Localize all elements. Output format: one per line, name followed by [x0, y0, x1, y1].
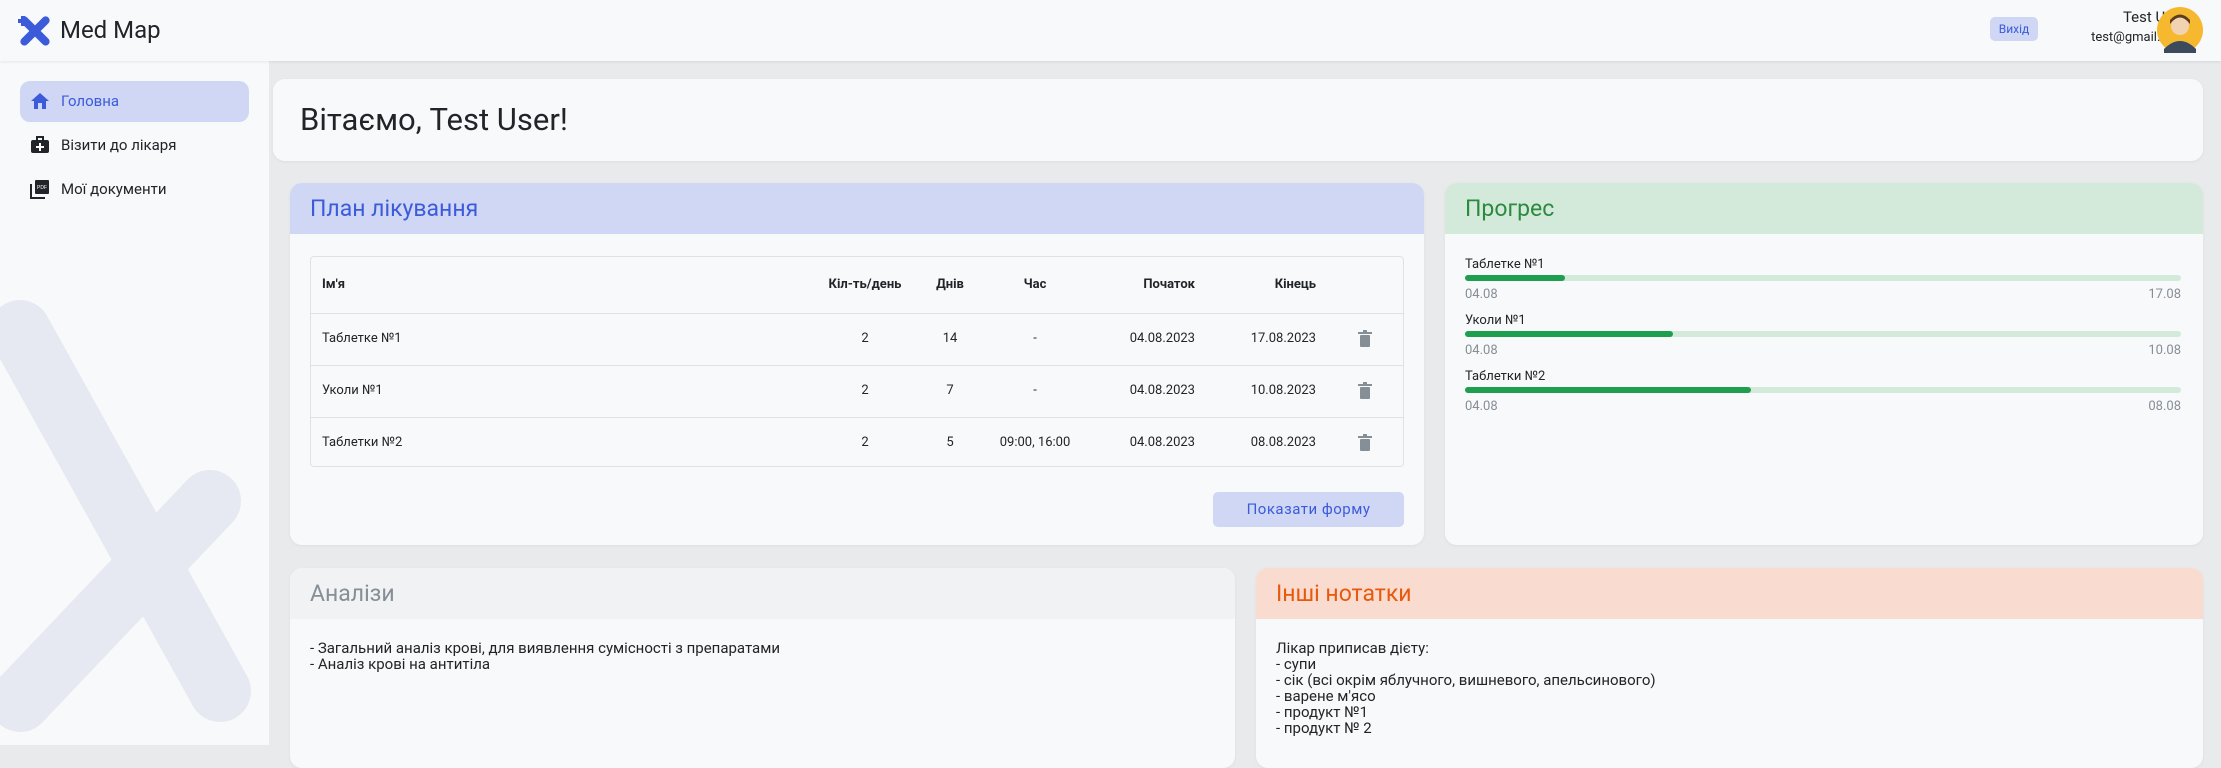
card-title: Прогрес [1465, 195, 1555, 222]
column-header: Кіл-ть/день [828, 277, 902, 292]
card-header: План лікування [290, 183, 1424, 234]
avatar[interactable] [2157, 7, 2203, 53]
table-cell: 04.08.2023 [1129, 383, 1195, 398]
nav-label: Мої документи [61, 180, 167, 198]
card-title: План лікування [310, 195, 479, 222]
table-cell: 17.08.2023 [1250, 331, 1316, 346]
table-cell: 2 [861, 331, 869, 346]
table-cell: Уколи №1 [322, 383, 383, 398]
column-header: Ім'я [322, 277, 346, 292]
nav-item[interactable]: PDF Мої документи [20, 169, 249, 210]
notes-card: Інші нотатки Лікар приписав дієту: - супи… [1256, 568, 2203, 768]
logout-button[interactable]: Вихід [1990, 17, 2038, 41]
table-cell: 5 [946, 435, 954, 450]
note-line: - сік (всі окрім яблучного, вишневого, а… [1276, 671, 1656, 689]
progress-end: 08.08 [2148, 399, 2181, 414]
column-header: Кінець [1274, 277, 1316, 292]
top-bar: Med Map Вихід Test User test@gmail.com [0, 0, 2221, 61]
welcome-title: Вітаємо, Test User! [300, 101, 568, 138]
table-cell: 09:00, 16:00 [999, 435, 1071, 450]
progress-start: 04.08 [1465, 399, 1498, 414]
progress-end: 17.08 [2148, 287, 2181, 302]
note-line: - продукт №1 [1276, 703, 1369, 721]
progress-fill [1465, 387, 1752, 393]
analyses-card: Аналізи - Загальний аналіз крові, для ви… [290, 568, 1235, 768]
note-line: - супи [1276, 655, 1317, 673]
card-header: Інші нотатки [1256, 568, 2203, 619]
progress-card: Прогрес Таблетке №1 04.08 17.08 Уколи №1 04.… [1445, 183, 2203, 545]
progress-start: 04.08 [1465, 287, 1498, 302]
note-line: Лікар приписав дієту: [1276, 639, 1429, 657]
delete-icon[interactable] [1355, 381, 1375, 401]
table-cell: - [1033, 331, 1037, 346]
welcome-card: Вітаємо, Test User! [273, 79, 2203, 161]
table-cell: 04.08.2023 [1129, 435, 1195, 450]
table-cell: 2 [861, 435, 869, 450]
column-header: Днів [936, 277, 964, 292]
progress-track [1465, 275, 2181, 281]
sidebar: Головна Візити до лікаря PDF Мої документи [0, 61, 269, 745]
table-cell: Таблетке №1 [322, 331, 402, 346]
row-divider [311, 417, 1403, 418]
column-header: Початок [1143, 277, 1195, 292]
table-cell: - [1033, 383, 1037, 398]
nav-label: Головна [61, 92, 120, 110]
table-cell: 10.08.2023 [1250, 383, 1316, 398]
progress-name: Уколи №1 [1465, 313, 1526, 328]
nav-icon: PDF [30, 180, 49, 199]
plan-card: План лікування Ім'я Кіл-ть/день Днів Час Поч… [290, 183, 1424, 545]
progress-fill [1465, 331, 1673, 337]
nav-icon [31, 136, 49, 153]
nav-label: Візити до лікаря [61, 136, 177, 154]
note-line: - Аналіз крові на антитіла [310, 655, 491, 673]
table-cell: 04.08.2023 [1129, 331, 1195, 346]
table-cell: 7 [946, 383, 954, 398]
show-form-button[interactable]: Показати форму [1213, 492, 1404, 527]
logo-icon [18, 16, 50, 46]
progress-name: Таблетке №1 [1465, 257, 1545, 272]
progress-end: 10.08 [2148, 343, 2181, 358]
card-title: Інші нотатки [1276, 580, 1412, 607]
nav-item[interactable]: Головна [20, 81, 249, 122]
row-divider [311, 313, 1403, 314]
row-divider [311, 365, 1403, 366]
note-line: - Загальний аналіз крові, для виявлення … [310, 639, 781, 657]
nav-icon [31, 93, 49, 109]
progress-start: 04.08 [1465, 343, 1498, 358]
column-header: Час [1023, 277, 1047, 292]
progress-track [1465, 331, 2181, 337]
progress-name: Таблетки №2 [1465, 369, 1546, 384]
watermark [0, 300, 251, 732]
note-line: - продукт № 2 [1276, 719, 1372, 737]
delete-icon[interactable] [1355, 329, 1375, 349]
table-cell: 08.08.2023 [1250, 435, 1316, 450]
table-cell: 14 [942, 331, 958, 346]
card-title: Аналізи [310, 580, 395, 607]
nav-item[interactable]: Візити до лікаря [20, 125, 249, 166]
plan-table: Ім'я Кіл-ть/день Днів Час Початок Кінець Табле… [310, 256, 1404, 467]
note-line: - варене м'ясо [1276, 687, 1376, 705]
delete-icon[interactable] [1355, 433, 1375, 453]
table-cell: Таблетки №2 [322, 435, 403, 450]
progress-fill [1465, 275, 1566, 281]
table-cell: 2 [861, 383, 869, 398]
card-header: Аналізи [290, 568, 1235, 619]
brand: Med Map [60, 16, 161, 44]
svg-text:PDF: PDF [37, 185, 47, 191]
card-header: Прогрес [1445, 183, 2203, 234]
progress-track [1465, 387, 2181, 393]
